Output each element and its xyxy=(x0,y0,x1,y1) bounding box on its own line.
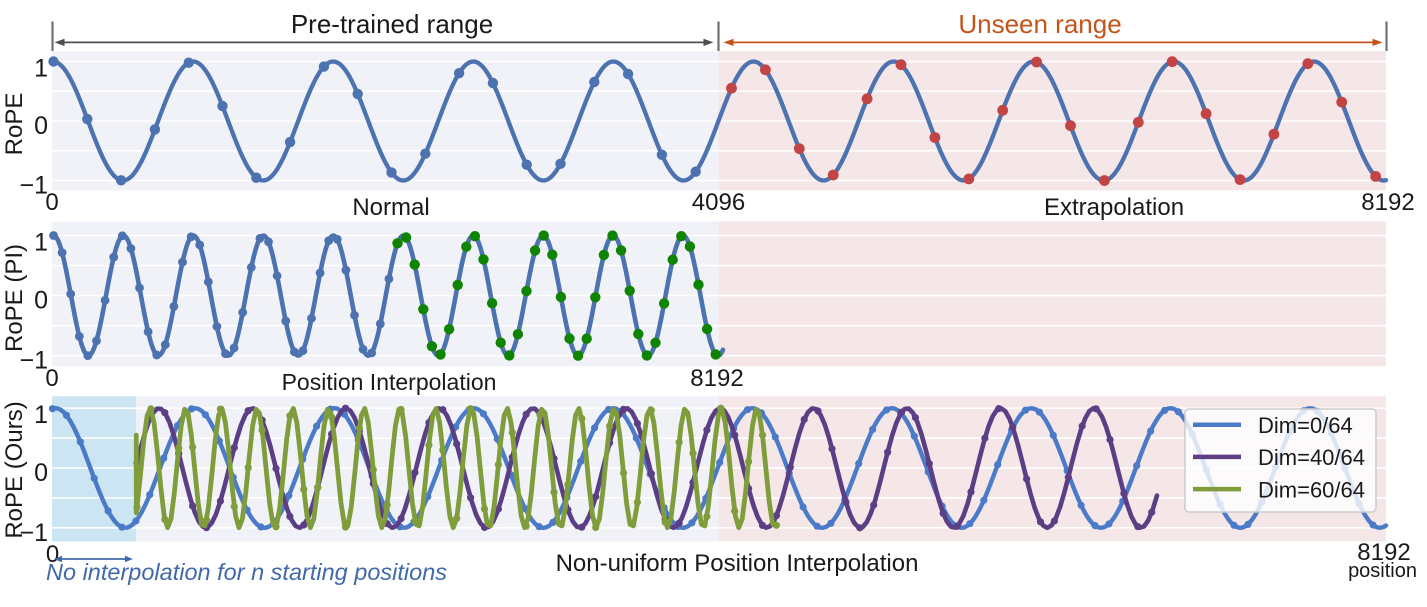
svg-text:0: 0 xyxy=(34,112,48,140)
svg-text:Dim=0/64: Dim=0/64 xyxy=(1258,413,1353,438)
svg-text:8192: 8192 xyxy=(690,365,743,392)
svg-text:Pre-trained range: Pre-trained range xyxy=(291,9,493,39)
svg-text:No interpolation for n startin: No interpolation for n starting position… xyxy=(46,559,447,585)
svg-text:Normal: Normal xyxy=(352,194,429,221)
svg-text:position: position xyxy=(1348,560,1417,582)
svg-text:Extrapolation: Extrapolation xyxy=(1044,194,1184,221)
svg-text:0: 0 xyxy=(34,287,48,315)
svg-text:RoPE (Ours): RoPE (Ours) xyxy=(1,401,28,538)
svg-text:Unseen range: Unseen range xyxy=(958,9,1121,39)
svg-text:RoPE (PI): RoPE (PI) xyxy=(1,244,28,352)
svg-text:−1: −1 xyxy=(19,347,48,375)
svg-text:Non-uniform Position Interpola: Non-uniform Position Interpolation xyxy=(556,550,919,577)
svg-text:0: 0 xyxy=(45,189,58,216)
svg-text:−1: −1 xyxy=(19,519,48,547)
svg-text:1: 1 xyxy=(34,228,48,256)
svg-text:8192: 8192 xyxy=(1357,539,1410,566)
svg-text:RoPE: RoPE xyxy=(1,93,28,156)
svg-text:0: 0 xyxy=(45,365,58,392)
svg-text:Dim=60/64: Dim=60/64 xyxy=(1258,477,1365,502)
svg-text:8192: 8192 xyxy=(1361,189,1414,216)
svg-text:Dim=40/64: Dim=40/64 xyxy=(1258,445,1365,470)
svg-text:0: 0 xyxy=(46,541,59,568)
svg-text:1: 1 xyxy=(34,55,48,83)
svg-text:Position Interpolation: Position Interpolation xyxy=(282,369,497,395)
svg-text:0: 0 xyxy=(34,459,48,487)
svg-text:1: 1 xyxy=(34,401,48,429)
svg-text:−1: −1 xyxy=(19,172,48,200)
svg-text:4096: 4096 xyxy=(692,189,745,216)
